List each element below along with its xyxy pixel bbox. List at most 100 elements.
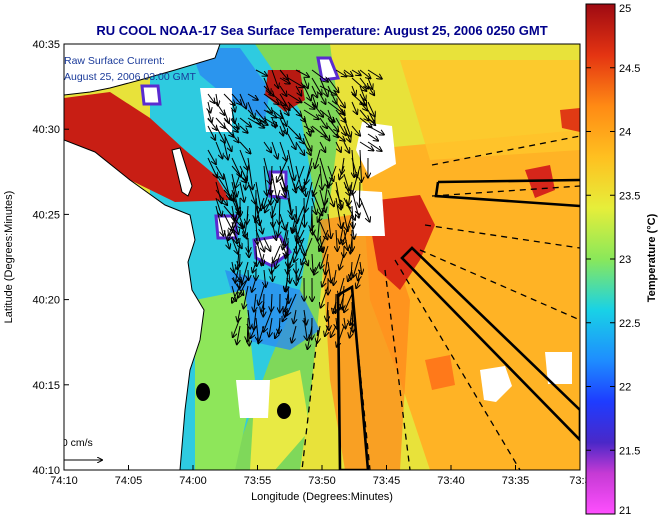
current-vector	[263, 93, 279, 104]
current-vector	[215, 181, 222, 203]
current-vector	[367, 85, 374, 95]
current-vector	[287, 93, 301, 102]
x-tick-label: 73:45	[373, 475, 401, 487]
current-vector	[295, 109, 305, 122]
current-vector	[313, 173, 321, 196]
current-vector	[336, 317, 337, 329]
current-vector	[327, 125, 338, 137]
green-inner-band	[195, 290, 255, 470]
current-vector	[359, 109, 369, 121]
current-vector	[303, 141, 311, 155]
current-vector	[359, 197, 370, 222]
x-tick-label: 73:40	[437, 475, 465, 487]
current-vector	[352, 205, 353, 228]
current-vector	[367, 125, 384, 135]
current-vector	[239, 165, 247, 181]
current-vector	[275, 325, 281, 338]
current-vector	[343, 181, 350, 195]
current-vector	[245, 213, 249, 237]
scale-label: 50 cm/s	[56, 437, 93, 449]
current-vector	[239, 149, 248, 170]
current-vector	[231, 157, 241, 177]
current-vector	[327, 189, 334, 206]
current-vector	[304, 77, 308, 88]
current-vector	[232, 285, 241, 303]
current-vector	[327, 77, 338, 92]
current-vector	[321, 285, 329, 308]
current-vector	[356, 277, 360, 288]
current-vector	[239, 117, 251, 127]
lane-southeast	[400, 246, 580, 442]
plot-area: Raw Surface Current: August 25, 2006 03:…	[56, 44, 580, 470]
current-vector	[360, 261, 362, 274]
current-vector	[292, 205, 305, 233]
current-vector	[295, 141, 304, 155]
current-vector	[215, 117, 225, 128]
x-tick-label: 74:00	[179, 475, 207, 487]
colorbar-tick-label: 25	[619, 3, 631, 15]
current-vector	[238, 277, 249, 298]
current-vector	[328, 261, 331, 283]
current-vector	[295, 165, 305, 189]
current-vector	[367, 69, 382, 79]
current-vector	[325, 325, 328, 336]
y-tick-label: 40:30	[32, 124, 60, 136]
current-vector	[270, 165, 272, 195]
red-patch-east	[560, 108, 580, 132]
current-vector	[304, 309, 306, 325]
current-vector	[352, 317, 353, 332]
current-vector	[287, 149, 294, 180]
x-tick-label: 73:50	[308, 475, 336, 487]
current-vector	[271, 293, 272, 311]
current-vector	[311, 197, 316, 214]
current-vector	[336, 229, 337, 251]
current-vector	[320, 245, 329, 268]
colorbar-label: Temperature (°C)	[646, 213, 658, 302]
current-vector	[208, 101, 210, 112]
current-vector	[242, 261, 249, 285]
current-vector	[352, 221, 354, 239]
current-vector	[311, 69, 328, 82]
current-vector	[335, 101, 345, 115]
dashed-line-3	[384, 269, 411, 470]
current-vector	[247, 109, 261, 124]
dashed-line-4	[394, 259, 521, 470]
current-vector	[231, 133, 239, 142]
current-vector	[327, 117, 338, 131]
current-vector	[295, 85, 301, 96]
dashed-line-9	[339, 199, 361, 216]
current-vector	[294, 309, 296, 323]
current-vector	[269, 317, 272, 337]
current-vector	[335, 117, 346, 135]
current-vector	[231, 229, 242, 248]
current-vector	[223, 125, 234, 137]
current-vector	[339, 165, 345, 179]
current-vector	[303, 117, 310, 136]
current-vector	[254, 309, 256, 330]
annotation-line-2: August 25, 2006 03:00 GMT	[64, 71, 197, 83]
current-vector	[261, 301, 264, 312]
x-axis: 74:10 74:05 74:00 73:55 73:50 73:45 73:40 73:35…	[50, 465, 591, 487]
current-vector	[264, 165, 267, 195]
current-vector	[239, 125, 248, 133]
current-vector	[359, 93, 366, 105]
current-vector	[303, 133, 311, 151]
x-tick-label: 73:3	[569, 475, 590, 487]
lane-south	[336, 284, 370, 470]
dashed-line-6	[424, 224, 580, 249]
current-vector	[359, 141, 373, 150]
x-tick-label: 74:05	[115, 475, 143, 487]
current-vector	[303, 125, 314, 132]
current-vector	[254, 293, 256, 312]
current-vector	[343, 213, 353, 244]
radar-site-2	[277, 403, 291, 419]
current-vector	[223, 133, 232, 151]
current-vector	[343, 125, 350, 142]
orange-red-patch	[425, 355, 455, 390]
current-vector	[359, 181, 360, 207]
current-vector	[329, 165, 337, 186]
current-vector	[335, 133, 345, 141]
current-vector	[303, 317, 307, 340]
cloud-patch-3	[350, 190, 385, 236]
current-vector	[207, 149, 216, 164]
